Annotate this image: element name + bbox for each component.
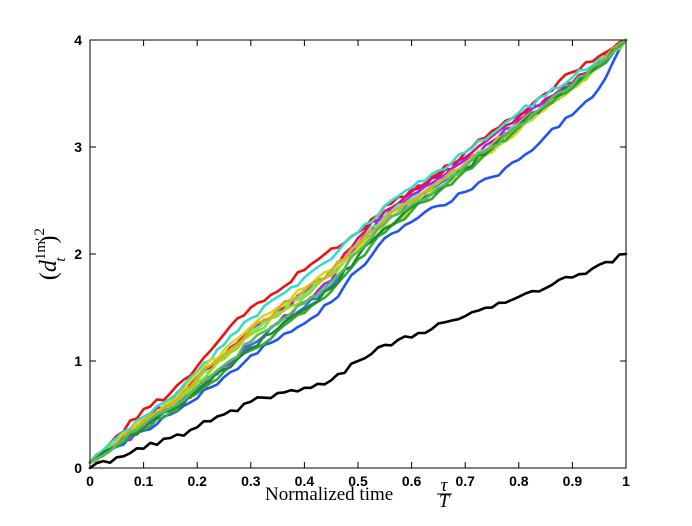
- x-axis-label-fraction: τ T: [437, 475, 452, 512]
- x-tick-label: 0.2: [187, 473, 207, 489]
- x-tick-label: 0.1: [134, 473, 154, 489]
- y-label-open-paren: (: [36, 272, 62, 280]
- y-tick-label: 0: [74, 460, 82, 476]
- x-tick-label: 0.5: [348, 473, 368, 489]
- x-axis-ticks: 0 0.1 0.2 0.3 0.4 0.5 0.6 0.7 0.8 0.9 1: [86, 40, 630, 489]
- y-tick-label: 4: [74, 32, 82, 48]
- y-label-power: 2: [32, 228, 48, 236]
- y-tick-label: 3: [74, 139, 82, 155]
- x-tick-label: 0.6: [402, 473, 422, 489]
- svg-text:(d1m′t)2: (d1m′ t)2: [32, 228, 69, 280]
- y-axis-label: (d1m′ t)2: [32, 228, 69, 280]
- x-tick-label: 0: [86, 473, 94, 489]
- x-fraction-denominator: T: [439, 491, 451, 512]
- y-label-close-paren: ): [36, 235, 62, 243]
- x-tick-label: 1: [622, 473, 630, 489]
- x-tick-label: 0.9: [563, 473, 583, 489]
- y-label-base: d: [36, 259, 62, 272]
- x-axis-label: Normalized time: [265, 484, 393, 505]
- series-line-6: [88, 38, 628, 464]
- series-layer: [88, 38, 628, 470]
- series-line-13: [88, 38, 628, 464]
- x-tick-label: 0.3: [241, 473, 261, 489]
- x-tick-label: 0.4: [295, 473, 315, 489]
- y-tick-label: 1: [74, 353, 82, 369]
- y-label-superscript: 1m′: [33, 238, 49, 260]
- x-tick-label: 0.8: [509, 473, 529, 489]
- y-tick-label: 2: [74, 246, 82, 262]
- x-fraction-numerator: τ: [441, 475, 449, 496]
- y-label-subscript: t: [53, 257, 69, 262]
- series-line-4: [88, 38, 628, 464]
- series-line-14: [88, 252, 628, 470]
- y-axis-ticks: 0 1 2 3 4: [74, 32, 626, 476]
- x-tick-label: 0.7: [455, 473, 475, 489]
